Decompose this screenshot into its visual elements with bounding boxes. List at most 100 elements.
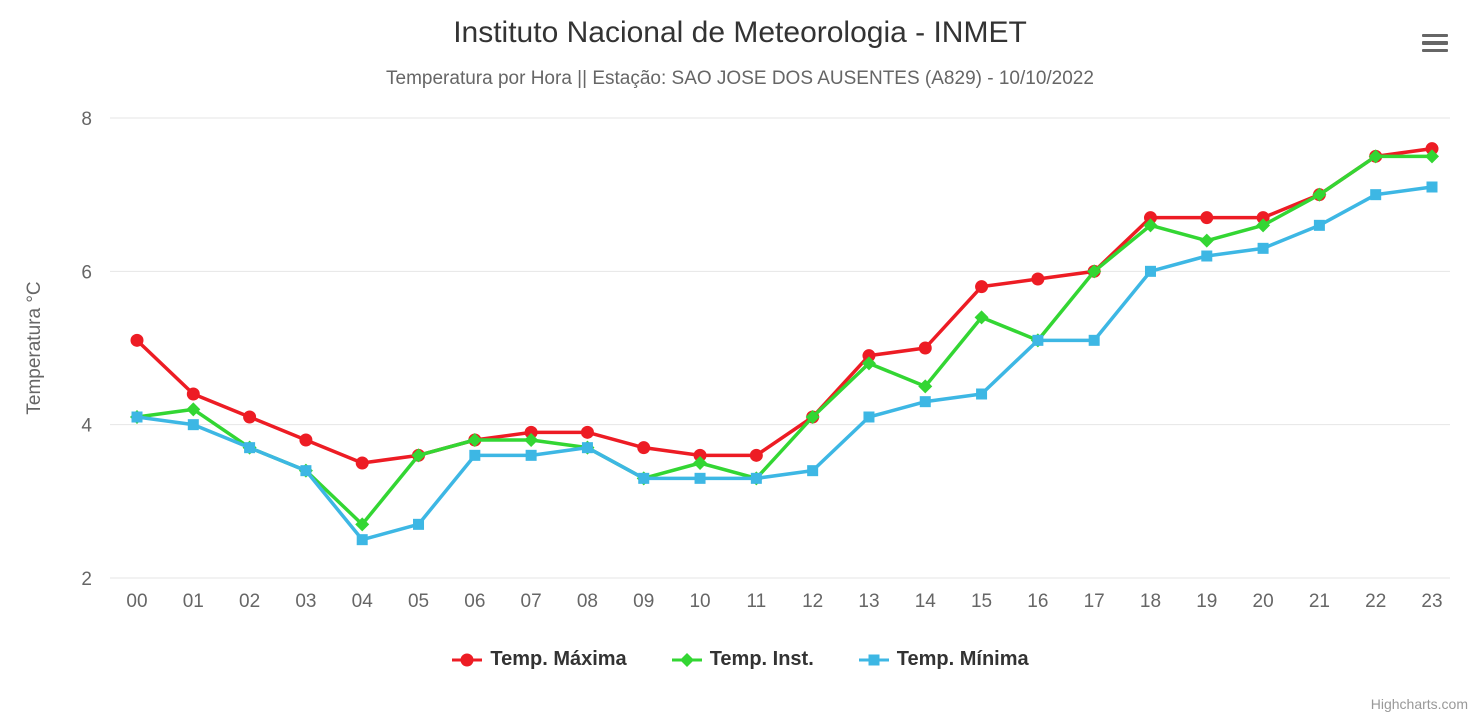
marker-temp-minima[interactable] [413,518,425,530]
marker-temp-inst[interactable] [1143,218,1158,233]
marker-temp-minima[interactable] [1032,334,1044,346]
marker-temp-maxima[interactable] [918,341,932,355]
marker-temp-maxima[interactable] [186,387,200,401]
legend-item-temp-inst[interactable]: Temp. Inst. [671,648,814,671]
hamburger-icon [1422,33,1448,38]
marker-temp-inst[interactable] [693,456,708,470]
marker-temp-minima[interactable] [807,465,819,477]
marker-temp-inst[interactable] [1312,187,1327,202]
legend-marker-temp-inst [671,652,702,667]
marker-temp-minima[interactable] [244,442,256,454]
legend-item-temp-maxima[interactable]: Temp. Máxima [451,648,627,671]
marker-temp-maxima[interactable] [975,280,989,294]
x-axis-tick-label: 17 [1084,591,1105,612]
marker-temp-maxima[interactable] [749,448,763,462]
y-axis-tick-label: 8 [81,109,92,130]
highcharts-credit[interactable]: Highcharts.com [1370,696,1468,712]
x-axis-tick-label: 18 [1140,591,1161,612]
x-axis-tick-label: 07 [521,591,542,612]
marker-temp-maxima[interactable] [130,333,144,347]
marker-temp-minima[interactable] [1313,219,1325,231]
marker-temp-minima[interactable] [1370,189,1382,201]
x-axis-tick-label: 20 [1253,591,1274,612]
legend-item-temp-minima[interactable]: Temp. Mínima [858,648,1029,671]
legend-label-temp-minima: Temp. Mínima [896,648,1029,670]
marker-temp-minima[interactable] [356,534,368,546]
marker-temp-minima[interactable] [187,419,199,431]
legend-marker-temp-maxima [452,653,483,666]
marker-temp-minima[interactable] [469,449,481,461]
marker-temp-minima[interactable] [638,472,650,484]
marker-temp-minima[interactable] [1426,181,1438,193]
marker-temp-minima[interactable] [1201,250,1213,262]
marker-temp-maxima[interactable] [1143,211,1157,225]
marker-temp-maxima[interactable] [580,425,594,439]
marker-temp-minima[interactable] [1144,265,1156,277]
marker-temp-minima[interactable] [581,442,593,454]
marker-temp-maxima[interactable] [243,410,257,424]
marker-temp-inst[interactable] [974,310,989,325]
marker-temp-inst[interactable] [1256,218,1271,233]
x-axis-tick-label: 16 [1027,591,1048,612]
marker-temp-inst[interactable] [467,433,482,447]
x-axis-tick-label: 08 [577,591,598,612]
x-axis-tick-label: 11 [746,591,766,612]
y-axis-tick-label: 6 [81,262,92,283]
marker-temp-maxima[interactable] [1031,272,1045,286]
x-axis-tick-label: 21 [1309,591,1330,612]
y-axis-tick-label: 2 [81,569,92,590]
marker-temp-minima[interactable] [863,411,875,423]
marker-temp-minima[interactable] [750,472,762,484]
marker-temp-minima[interactable] [1257,242,1269,254]
x-axis-tick-label: 01 [183,591,204,612]
marker-temp-inst[interactable] [411,448,426,463]
marker-temp-inst[interactable] [1425,149,1439,164]
x-axis-tick-label: 09 [633,591,654,612]
marker-temp-maxima[interactable] [1200,211,1214,225]
marker-temp-maxima[interactable] [524,425,538,439]
marker-temp-minima[interactable] [1088,334,1100,346]
marker-temp-minima[interactable] [131,411,143,423]
marker-temp-inst[interactable] [861,356,876,371]
legend-marker-temp-minima [858,654,889,665]
x-axis-tick-label: 02 [239,591,260,612]
marker-temp-maxima[interactable] [637,441,651,455]
x-axis-tick-label: 04 [352,591,374,612]
marker-temp-inst[interactable] [679,652,694,667]
marker-temp-maxima[interactable] [862,349,876,363]
x-axis-tick-label: 03 [295,591,316,612]
marker-temp-minima[interactable] [300,465,312,477]
x-axis-tick-label: 06 [464,591,485,612]
marker-temp-minima[interactable] [525,449,537,461]
series-line-temp-minima[interactable] [135,185,1434,542]
chart-title: Instituto Nacional de Meteorologia - INM… [453,16,1027,49]
y-axis-tick-label: 4 [81,416,92,437]
hamburger-icon [1422,41,1448,45]
marker-temp-minima[interactable] [976,388,988,400]
marker-temp-inst[interactable] [1199,233,1214,248]
hamburger-icon [1422,48,1448,53]
marker-temp-inst[interactable] [1087,264,1102,279]
marker-temp-minima[interactable] [868,654,880,665]
marker-temp-minima[interactable] [919,396,931,408]
marker-temp-maxima[interactable] [1425,142,1439,156]
chart-subtitle: Temperatura por Hora || Estação: SAO JOS… [386,68,1094,89]
marker-temp-inst[interactable] [186,402,201,417]
marker-temp-inst[interactable] [355,517,370,532]
marker-temp-maxima[interactable] [460,653,474,666]
marker-temp-inst[interactable] [1368,149,1383,164]
series-line-temp-maxima[interactable] [135,146,1434,465]
marker-temp-inst[interactable] [805,410,820,424]
marker-temp-minima[interactable] [694,472,706,484]
marker-temp-maxima[interactable] [299,433,313,447]
x-axis-tick-label: 14 [915,591,937,612]
marker-temp-maxima[interactable] [355,456,369,470]
marker-temp-maxima[interactable] [1256,211,1270,225]
marker-temp-maxima[interactable] [693,448,707,462]
series-line-temp-inst[interactable] [135,154,1434,527]
context-menu-button[interactable] [1418,28,1452,58]
marker-temp-inst[interactable] [524,433,539,447]
marker-temp-inst[interactable] [918,379,933,394]
